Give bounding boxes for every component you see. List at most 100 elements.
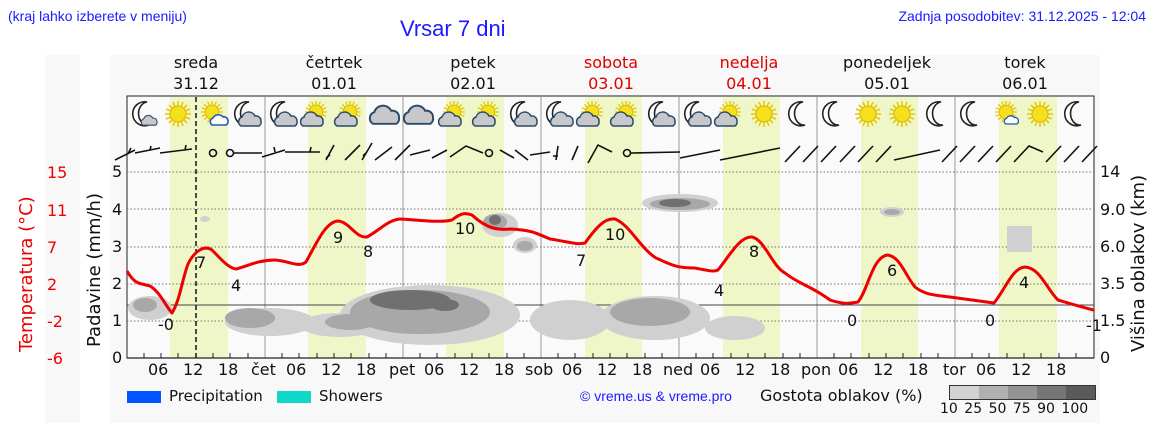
x-tick: tor [943, 360, 966, 379]
temp-annotation: 4 [231, 276, 242, 295]
day-date: 01.01 [311, 74, 357, 93]
x-tick: 12 [735, 360, 756, 379]
day-name: četrtek [305, 53, 363, 72]
cloud-height-tick: 14 [1100, 162, 1121, 181]
showers-swatch [277, 390, 311, 403]
cloud-height-tick: 6.0 [1100, 237, 1126, 256]
temp-tick: 7 [47, 238, 58, 257]
cbar-step [1008, 386, 1037, 399]
x-tick: 06 [286, 360, 307, 379]
x-tick: 18 [494, 360, 515, 379]
precip-tick: 1 [112, 311, 123, 330]
day-header: četrtek 01.01 [274, 52, 394, 94]
temp-axis-label: Temperatura (°C) [16, 196, 37, 352]
day-date: 02.01 [450, 74, 496, 93]
temp-annotation: 7 [196, 253, 207, 272]
x-tick: pon [801, 360, 832, 379]
day-header: sreda 31.12 [136, 52, 256, 94]
temp-annotation: 9 [333, 228, 344, 247]
precip-axis-label: Padavine (mm/h) [84, 193, 105, 347]
temp-annotation: 0 [847, 311, 858, 330]
day-name: ponedeljek [843, 53, 931, 72]
day-header: sobota 03.01 [551, 52, 671, 94]
temp-tick: -2 [47, 312, 63, 331]
cbar-tick: 50 [988, 401, 1007, 417]
cbar-step [979, 386, 1008, 399]
cbar-tick: 25 [964, 401, 983, 417]
precipitation-label: Precipitation [169, 387, 263, 405]
day-date: 05.01 [864, 74, 910, 93]
page-title: Vrsar 7 dni [400, 16, 506, 41]
day-header: petek 02.01 [413, 52, 533, 94]
x-tick: 06 [424, 360, 445, 379]
day-date: 03.01 [588, 74, 634, 93]
temp-annotation: 10 [455, 219, 476, 238]
x-tick: 18 [632, 360, 653, 379]
x-tick: 06 [562, 360, 583, 379]
day-name: sreda [173, 53, 219, 72]
x-tick: 18 [908, 360, 929, 379]
x-tick: 18 [770, 360, 791, 379]
x-tick: ned [663, 360, 694, 379]
precip-tick: 2 [112, 274, 123, 293]
cbar-tick: 10 [940, 401, 958, 417]
temp-annotation: 6 [887, 261, 898, 280]
day-date: 31.12 [173, 74, 219, 93]
temp-tick: 2 [47, 275, 58, 294]
x-tick: 18 [1046, 360, 1067, 379]
day-header: nedelja 04.01 [689, 52, 809, 94]
temp-annotation: -1 [1086, 316, 1102, 335]
cbar-step [1066, 386, 1095, 399]
last-update: Zadnja posodobitev: 31.12.2025 - 12:04 [898, 8, 1146, 24]
temperature-line [125, 212, 1095, 315]
cbar-step [1037, 386, 1066, 399]
x-tick: čet [251, 360, 276, 379]
cbar-tick: 100 [1061, 401, 1089, 417]
precip-tick: 5 [112, 162, 123, 181]
copyright-link[interactable]: © vreme.us & vreme.pro [580, 388, 732, 404]
wind-barbs [114, 142, 1098, 164]
temp-annotation: 4 [1019, 273, 1030, 292]
region-hint: (kraj lahko izberete v meniju) [8, 8, 187, 24]
day-header: ponedeljek 05.01 [827, 52, 947, 94]
legend-showers: Showers [277, 387, 383, 405]
cloud-cover [128, 194, 1032, 345]
precip-tick: 4 [112, 200, 123, 219]
x-tick: 18 [356, 360, 377, 379]
cloud-height-tick: 9.0 [1100, 200, 1126, 219]
x-tick: 12 [597, 360, 618, 379]
day-name: petek [450, 53, 496, 72]
x-tick: 06 [976, 360, 997, 379]
x-tick: 12 [459, 360, 480, 379]
cbar-tick: 75 [1012, 401, 1031, 417]
day-header: torek 06.01 [965, 52, 1085, 94]
precipitation-swatch [127, 390, 161, 403]
cloud-height-tick: 1.5 [1100, 311, 1126, 330]
cloud-density-label: Gostota oblakov (%) [760, 386, 923, 405]
temp-annotation: 10 [605, 225, 626, 244]
precip-tick: 3 [112, 237, 123, 256]
cloud-density-ticks: 10 25 50 75 90 100 [940, 401, 1088, 417]
x-tick: sob [525, 360, 554, 379]
temp-annotation: 8 [749, 242, 760, 261]
x-tick: 18 [218, 360, 239, 379]
cloud-density-colorbar [949, 385, 1096, 400]
cloud-height-tick: 0 [1100, 348, 1111, 367]
x-tick: 06 [148, 360, 169, 379]
x-tick: 12 [873, 360, 894, 379]
cbar-tick: 90 [1037, 401, 1055, 417]
x-tick: pet [389, 360, 416, 379]
temp-annotation: 7 [576, 251, 587, 270]
precip-tick: 0 [112, 348, 123, 367]
day-name: torek [1004, 53, 1046, 72]
day-date: 06.01 [1002, 74, 1048, 93]
x-tick: 12 [1011, 360, 1032, 379]
day-name: nedelja [719, 53, 779, 72]
temp-annotation: -0 [158, 315, 174, 334]
temp-tick: 11 [47, 201, 68, 220]
day-name: sobota [583, 53, 639, 72]
legend-precipitation: Precipitation [127, 387, 263, 405]
x-tick: 06 [700, 360, 721, 379]
cbar-step [950, 386, 979, 399]
